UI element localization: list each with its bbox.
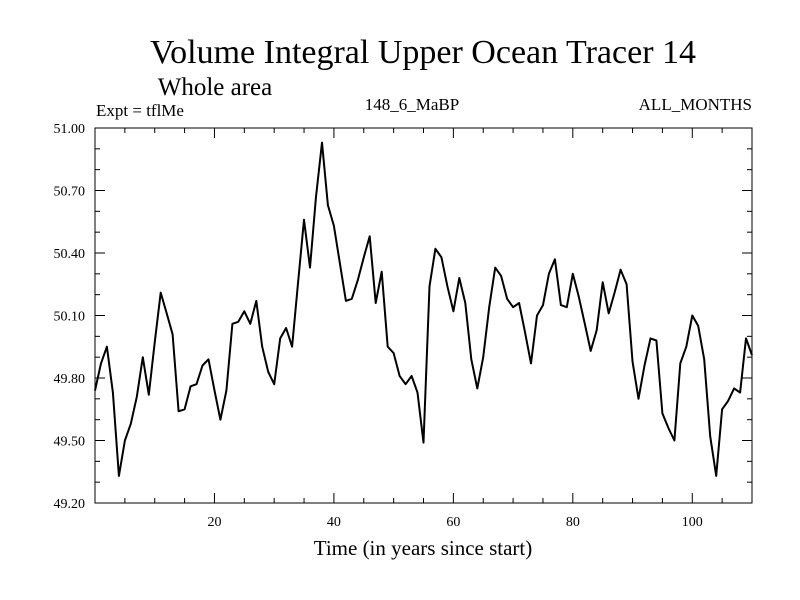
y-tick-label: 49.50 [54,435,86,450]
y-tick-label: 50.40 [54,247,86,262]
y-tick-label: 50.70 [54,185,86,200]
x-tick-label: 80 [566,515,580,530]
x-tick-label: 100 [682,515,703,530]
y-tick-label: 50.10 [54,310,86,325]
chart-title: Volume Integral Upper Ocean Tracer 14 [150,34,696,71]
center-label: 148_6_MaBP [365,95,459,114]
y-tick-label: 49.20 [54,497,86,512]
right-label: ALL_MONTHS [639,95,752,114]
y-tick-label: 49.80 [54,372,86,387]
experiment-label: Expt = tflMe [96,101,184,120]
x-axis-ticks: 20 40 60 80 100 [94,128,753,530]
x-tick-label: 40 [327,515,341,530]
plot-frame [94,127,753,504]
y-tick-label: 51.00 [54,122,86,137]
series-line-tracer-14 [94,141,753,477]
x-tick-label: 20 [207,515,221,530]
chart-subtitle: Whole area [158,74,273,101]
x-tick-label: 60 [446,515,460,530]
x-axis-label: Time (in years since start) [314,536,533,560]
y-axis-ticks: 49.20 49.50 49.80 50.10 50.40 50.70 51.00 [54,122,752,512]
